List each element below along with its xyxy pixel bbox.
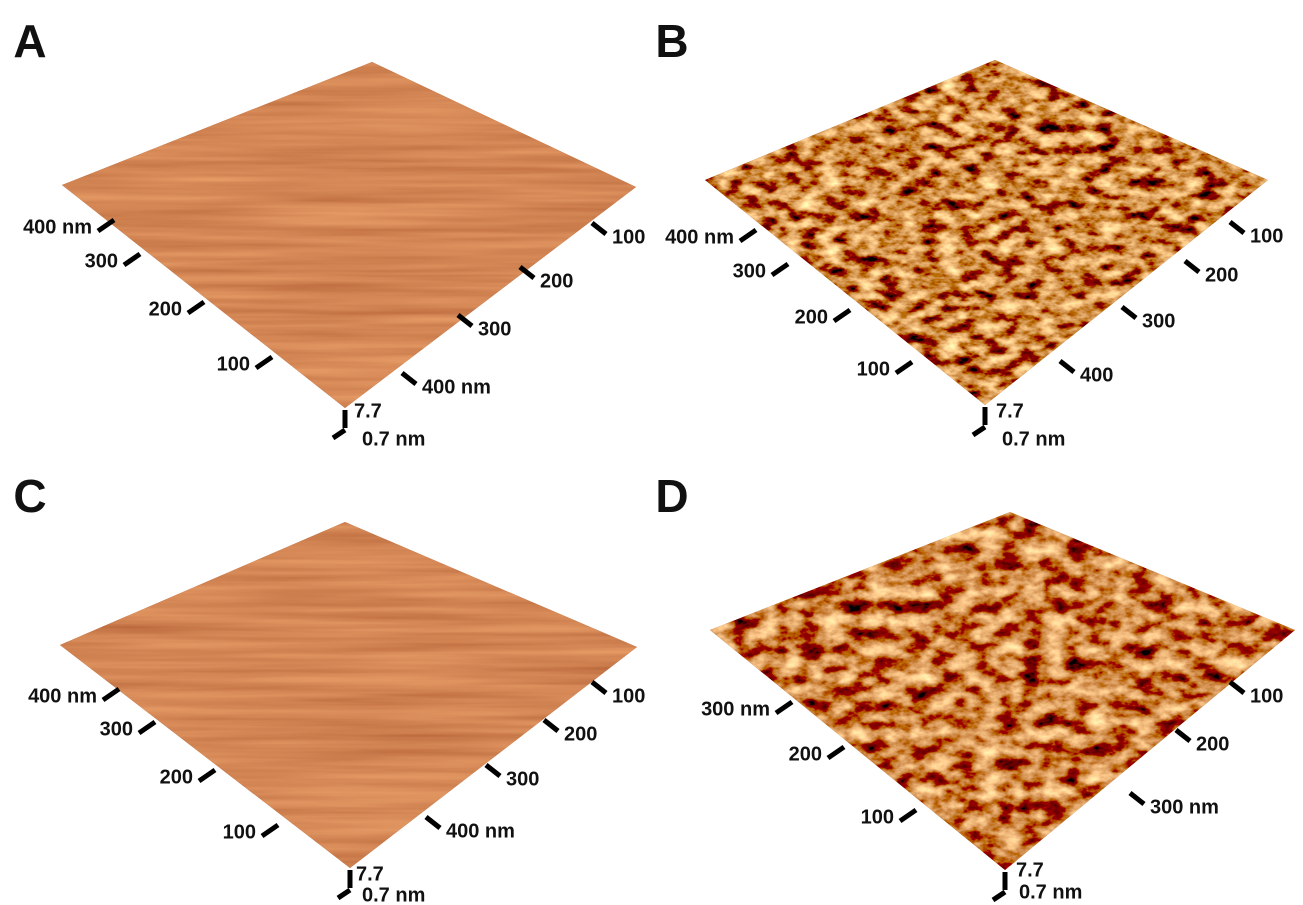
z-axis-label: 0.7 nm (1019, 881, 1082, 903)
left-axis-label: 400 nm (23, 216, 92, 238)
right-axis-label: 400 nm (422, 376, 491, 398)
right-axis-label: 300 nm (1150, 796, 1219, 818)
z-axis-label: 0.7 nm (362, 428, 425, 450)
tick (1230, 682, 1244, 693)
right-axis-label: 300 (478, 318, 511, 340)
tick (592, 223, 606, 234)
tick (426, 817, 440, 828)
tick (993, 892, 1005, 900)
panel-letter: B (655, 15, 688, 67)
tick (834, 310, 850, 321)
tick (103, 689, 119, 700)
z-axis-label: 0.7 nm (362, 884, 425, 905)
afm-surface (705, 60, 1268, 405)
tick (828, 747, 844, 758)
tick (544, 720, 558, 731)
left-axis-label: 200 (149, 298, 182, 320)
afm-surface (62, 62, 636, 408)
tick (1130, 793, 1144, 804)
right-axis-label: 300 (1142, 310, 1175, 332)
left-axis-label: 300 (85, 250, 118, 272)
tick (486, 765, 500, 776)
left-axis-label: 300 nm (701, 698, 770, 720)
tick (896, 362, 912, 373)
z-axis-label: 7.7 (996, 400, 1024, 422)
right-axis-label: 400 (1080, 364, 1113, 386)
z-axis-label: 0.7 nm (1002, 428, 1065, 450)
tick (262, 825, 278, 836)
left-axis-label: 400 nm (28, 685, 97, 707)
left-axis-label: 100 (217, 353, 250, 375)
tick (1060, 361, 1074, 372)
panel-letter: C (13, 470, 46, 522)
right-axis-label: 100 (1250, 225, 1283, 247)
tick (776, 702, 792, 713)
left-axis-label: 400 nm (665, 226, 734, 248)
panel-letter: A (13, 15, 46, 67)
tick (139, 722, 155, 733)
z-axis-label: 7.7 (356, 863, 384, 885)
right-axis-label: 200 (1205, 264, 1238, 286)
right-axis-label: 100 (1250, 685, 1283, 707)
left-axis-label: 200 (160, 766, 193, 788)
afm-surface (60, 522, 637, 868)
z-axis-label: 7.7 (354, 400, 382, 422)
page: A400 nm300200100400 nm3002001007.70.7 nm… (0, 0, 1303, 905)
tick (256, 357, 272, 368)
figure: A400 nm300200100400 nm3002001007.70.7 nm… (0, 0, 1303, 905)
left-axis-label: 300 (100, 718, 133, 740)
right-axis-label: 400 nm (446, 820, 515, 842)
tick (973, 427, 985, 435)
tick (592, 682, 606, 693)
tick (98, 220, 114, 231)
tick (1122, 307, 1136, 318)
tick (124, 254, 140, 265)
left-axis-label: 100 (223, 821, 256, 843)
tick (740, 230, 756, 241)
right-axis-label: 100 (612, 226, 645, 248)
right-axis-label: 200 (564, 723, 597, 745)
tick (402, 373, 416, 384)
panel-letter: D (655, 470, 688, 522)
tick (338, 890, 350, 898)
z-axis-label: 7.7 (1016, 859, 1044, 881)
tick (900, 810, 916, 821)
left-axis-label: 100 (857, 358, 890, 380)
tick (333, 430, 345, 438)
left-axis-label: 100 (861, 806, 894, 828)
right-axis-label: 200 (1196, 733, 1229, 755)
left-axis-label: 200 (789, 743, 822, 765)
tick (1185, 261, 1199, 272)
tick (199, 770, 215, 781)
tick (188, 302, 204, 313)
tick (1230, 222, 1244, 233)
tick (1176, 730, 1190, 741)
tick (772, 264, 788, 275)
left-axis-label: 300 (733, 260, 766, 282)
right-axis-label: 200 (540, 270, 573, 292)
left-axis-label: 200 (795, 306, 828, 328)
right-axis-label: 100 (612, 685, 645, 707)
right-axis-label: 300 (506, 768, 539, 790)
